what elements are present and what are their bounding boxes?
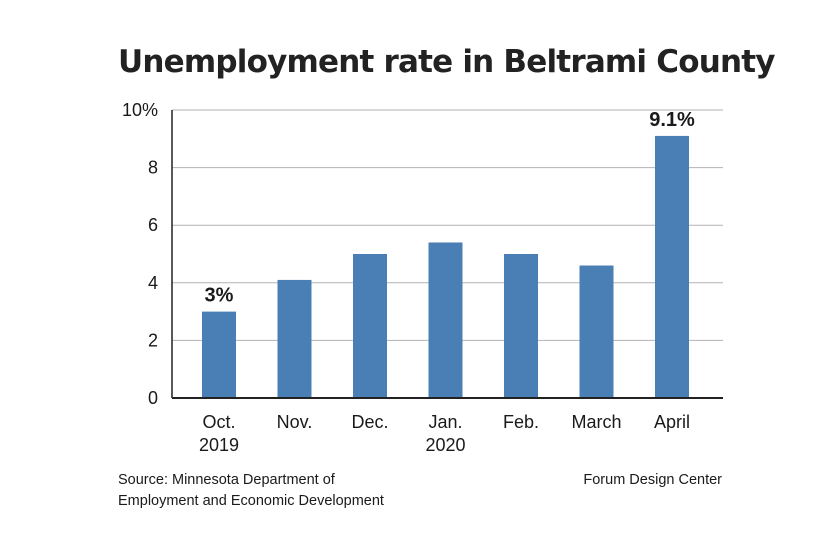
x-tick-label: Nov. [277, 412, 313, 432]
x-tick-label: Feb. [503, 412, 539, 432]
x-tick-label: 2020 [425, 435, 465, 455]
source-line-1: Source: Minnesota Department of [118, 472, 335, 488]
y-tick-label: 0 [148, 388, 158, 408]
source-line-2: Employment and Economic Development [118, 493, 384, 509]
bar [277, 279, 312, 398]
x-tick-label: April [654, 412, 690, 432]
y-tick-label: 6 [148, 215, 158, 235]
data-label: 3% [205, 285, 234, 307]
source-note: Source: Minnesota Department of Employme… [118, 470, 384, 512]
bar [579, 265, 614, 398]
bar [504, 254, 538, 398]
design-credit: Forum Design Center [583, 472, 722, 488]
bar [428, 242, 463, 398]
y-tick-label: 4 [148, 273, 158, 293]
chart-title: Unemployment rate in Beltrami County [118, 44, 775, 80]
bar [353, 254, 387, 398]
x-tick-label: Jan. [428, 412, 462, 432]
bar [655, 135, 689, 399]
x-tick-label: Dec. [351, 412, 388, 432]
x-tick-label: March [571, 412, 621, 432]
data-label: 9.1% [649, 109, 695, 131]
y-tick-label: 2 [148, 330, 158, 350]
y-tick-label: 10% [122, 100, 158, 120]
x-tick-label: 2019 [199, 435, 239, 455]
bar [202, 311, 236, 398]
x-tick-label: Oct. [202, 412, 235, 432]
y-tick-label: 8 [148, 158, 158, 178]
